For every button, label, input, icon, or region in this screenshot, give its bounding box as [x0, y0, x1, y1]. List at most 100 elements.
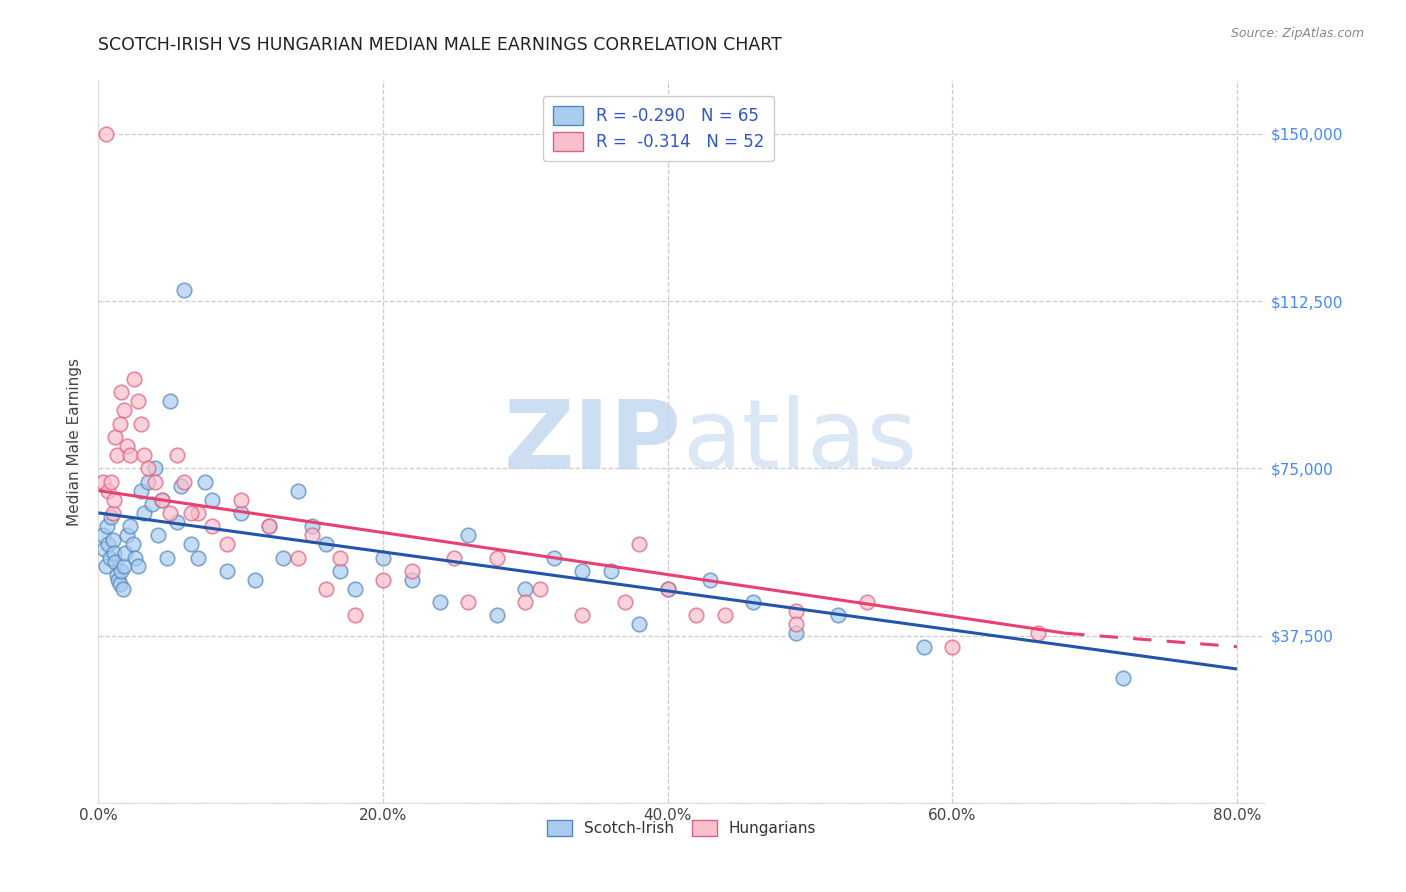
Point	[180, 506, 202, 520]
Point	[1112, 671, 1135, 685]
Point	[141, 497, 163, 511]
Point	[148, 528, 170, 542]
Point	[457, 528, 479, 542]
Point	[1026, 626, 1049, 640]
Point	[301, 519, 323, 533]
Point	[856, 595, 879, 609]
Point	[105, 448, 128, 462]
Point	[112, 559, 135, 574]
Point	[143, 475, 166, 489]
Point	[785, 604, 807, 618]
Point	[401, 573, 423, 587]
Point	[156, 550, 179, 565]
Point	[785, 617, 807, 632]
Point	[685, 608, 707, 623]
Point	[699, 573, 721, 587]
Point	[229, 506, 252, 520]
Point	[104, 430, 127, 444]
Point	[287, 550, 309, 565]
Point	[103, 492, 125, 507]
Point	[742, 595, 765, 609]
Point	[159, 394, 181, 409]
Point	[543, 550, 565, 565]
Point	[100, 475, 122, 489]
Point	[166, 448, 188, 462]
Point	[315, 582, 337, 596]
Point	[111, 582, 134, 596]
Point	[180, 537, 202, 551]
Point	[343, 582, 366, 596]
Point	[599, 564, 621, 578]
Point	[101, 506, 124, 520]
Point	[827, 608, 849, 623]
Point	[152, 492, 174, 507]
Point	[329, 564, 352, 578]
Point	[429, 595, 451, 609]
Point	[912, 640, 935, 654]
Point	[529, 582, 551, 596]
Point	[571, 608, 593, 623]
Point	[194, 475, 217, 489]
Point	[215, 537, 238, 551]
Point	[132, 448, 155, 462]
Point	[152, 492, 174, 507]
Point	[401, 564, 423, 578]
Text: ZIP: ZIP	[503, 395, 682, 488]
Point	[173, 283, 195, 297]
Point	[107, 573, 129, 587]
Point	[273, 550, 295, 565]
Point	[105, 568, 128, 582]
Point	[457, 595, 479, 609]
Point	[110, 564, 132, 578]
Point	[136, 461, 159, 475]
Point	[115, 439, 138, 453]
Point	[124, 550, 146, 565]
Point	[91, 475, 114, 489]
Point	[103, 546, 125, 560]
Point	[628, 617, 651, 632]
Point	[243, 573, 266, 587]
Point	[122, 372, 145, 386]
Point	[115, 528, 138, 542]
Point	[132, 506, 155, 520]
Point	[515, 582, 537, 596]
Point	[657, 582, 679, 596]
Point	[118, 448, 141, 462]
Point	[129, 483, 152, 498]
Point	[187, 550, 209, 565]
Point	[112, 403, 135, 417]
Point	[143, 461, 166, 475]
Point	[127, 394, 149, 409]
Point	[170, 479, 193, 493]
Point	[108, 417, 131, 431]
Point	[257, 519, 280, 533]
Point	[91, 528, 114, 542]
Point	[121, 537, 143, 551]
Point	[941, 640, 963, 654]
Point	[287, 483, 309, 498]
Point	[201, 519, 224, 533]
Point	[571, 564, 593, 578]
Point	[129, 417, 152, 431]
Point	[110, 385, 132, 400]
Point	[127, 559, 149, 574]
Point	[215, 564, 238, 578]
Text: atlas: atlas	[682, 395, 917, 488]
Point	[93, 541, 115, 556]
Point	[257, 519, 280, 533]
Point	[118, 519, 141, 533]
Text: Source: ZipAtlas.com: Source: ZipAtlas.com	[1230, 27, 1364, 40]
Point	[657, 582, 679, 596]
Point	[108, 577, 131, 591]
Point	[515, 595, 537, 609]
Point	[94, 127, 117, 141]
Point	[614, 595, 637, 609]
Point	[159, 506, 181, 520]
Point	[100, 510, 122, 524]
Point	[201, 492, 224, 507]
Point	[97, 537, 120, 551]
Point	[96, 519, 118, 533]
Point	[98, 550, 121, 565]
Point	[187, 506, 209, 520]
Point	[97, 483, 120, 498]
